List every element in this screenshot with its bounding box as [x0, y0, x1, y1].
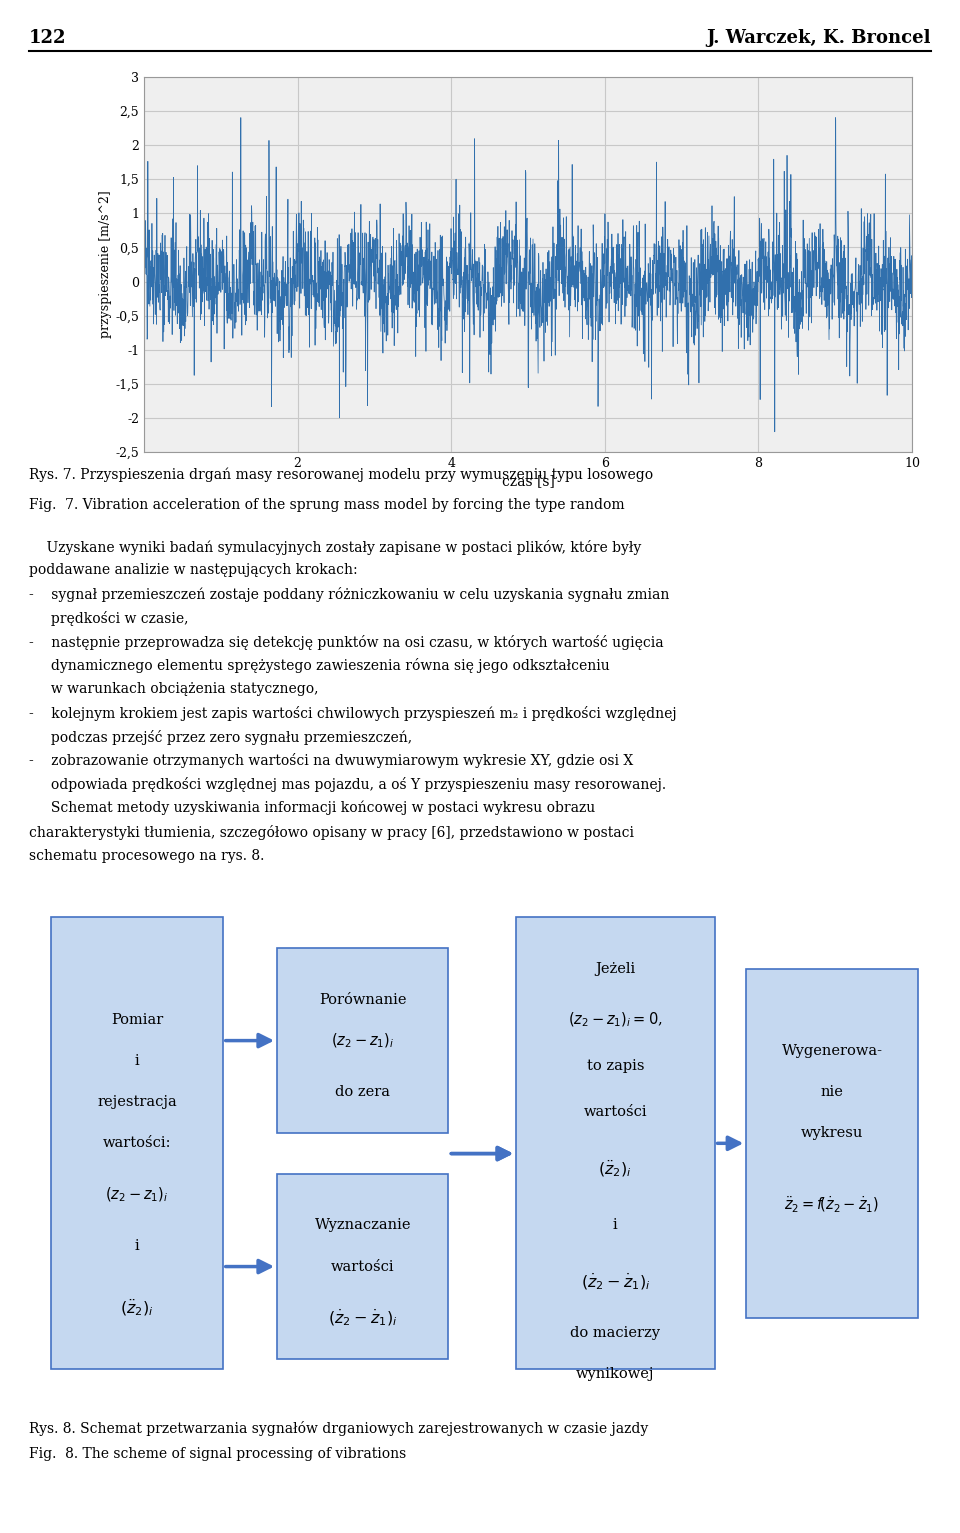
Text: dynamicznego elementu sprężystego zawieszenia równa się jego odkształceniu: dynamicznego elementu sprężystego zawies… — [29, 659, 610, 673]
Text: $\ddot{z}_2 = f\!\left(\dot{z}_2 - \dot{z}_1\right)$: $\ddot{z}_2 = f\!\left(\dot{z}_2 - \dot{… — [784, 1194, 879, 1216]
Text: schematu procesowego na rys. 8.: schematu procesowego na rys. 8. — [29, 849, 264, 863]
Text: Wyznaczanie: Wyznaczanie — [315, 1219, 411, 1233]
Text: Fig.  8. The scheme of signal processing of vibrations: Fig. 8. The scheme of signal processing … — [29, 1447, 406, 1461]
Text: i: i — [134, 1055, 139, 1069]
Text: Rys. 8. Schemat przetwarzania sygnałów drganiowych zarejestrowanych w czasie jaz: Rys. 8. Schemat przetwarzania sygnałów d… — [29, 1421, 648, 1436]
Text: podczas przejść przez zero sygnału przemieszczeń,: podczas przejść przez zero sygnału przem… — [29, 730, 412, 745]
Text: -    sygnał przemieszczeń zostaje poddany różniczkowaniu w celu uzyskania sygnał: - sygnał przemieszczeń zostaje poddany r… — [29, 587, 669, 602]
Text: Wygenerowa-: Wygenerowa- — [781, 1044, 882, 1058]
Text: $\left(\ddot{z}_2\right)_i$: $\left(\ddot{z}_2\right)_i$ — [598, 1159, 633, 1179]
FancyBboxPatch shape — [276, 1174, 448, 1360]
Text: prędkości w czasie,: prędkości w czasie, — [29, 610, 188, 625]
Text: Fig.  7. Vibration acceleration of the sprung mass model by forcing the type ran: Fig. 7. Vibration acceleration of the sp… — [29, 498, 624, 512]
FancyBboxPatch shape — [746, 969, 918, 1318]
Text: $(\dot{z}_2 - \dot{z}_1)_i$: $(\dot{z}_2 - \dot{z}_1)_i$ — [328, 1308, 397, 1328]
Text: Porównanie: Porównanie — [319, 992, 406, 1007]
Text: -    następnie przeprowadza się detekcję punktów na osi czasu, w których wartość: - następnie przeprowadza się detekcję pu… — [29, 635, 663, 650]
Text: rejestracja: rejestracja — [97, 1095, 177, 1110]
Y-axis label: przyspieszenie [m/s^2]: przyspieszenie [m/s^2] — [100, 190, 112, 339]
Text: -    zobrazowanie otrzymanych wartości na dwuwymiarowym wykresie XY, gdzie osi X: - zobrazowanie otrzymanych wartości na d… — [29, 754, 633, 768]
Text: charakterystyki tłumienia, szczegółowo opisany w pracy [6], przedstawiono w post: charakterystyki tłumienia, szczegółowo o… — [29, 825, 634, 840]
Text: 122: 122 — [29, 29, 66, 48]
FancyBboxPatch shape — [52, 917, 223, 1369]
Text: Rys. 7. Przyspieszenia drgań masy resorowanej modelu przy wymuszeniu typu losowe: Rys. 7. Przyspieszenia drgań masy resoro… — [29, 468, 653, 481]
Text: $\left(\ddot{z}_2\right)_i$: $\left(\ddot{z}_2\right)_i$ — [120, 1297, 154, 1318]
Text: wynikowej: wynikowej — [576, 1367, 655, 1381]
Text: w warunkach obciążenia statycznego,: w warunkach obciążenia statycznego, — [29, 682, 319, 696]
FancyBboxPatch shape — [276, 947, 448, 1133]
Text: odpowiada prędkości względnej mas pojazdu, a oś Y przyspieszeniu masy resorowane: odpowiada prędkości względnej mas pojazd… — [29, 777, 666, 793]
Text: $(z_2 - z_1)_i$: $(z_2 - z_1)_i$ — [331, 1032, 395, 1050]
Text: $(z_2 - z_1)_i$: $(z_2 - z_1)_i$ — [106, 1185, 169, 1203]
Text: $(\dot{z}_2 - \dot{z}_1)_i$: $(\dot{z}_2 - \dot{z}_1)_i$ — [581, 1272, 650, 1292]
Text: to zapis: to zapis — [587, 1059, 644, 1073]
Text: wartości: wartości — [331, 1260, 395, 1274]
Text: do macierzy: do macierzy — [570, 1326, 660, 1340]
Text: nie: nie — [821, 1085, 844, 1099]
Text: -    kolejnym krokiem jest zapis wartości chwilowych przyspieszeń m₂ i prędkości: - kolejnym krokiem jest zapis wartości c… — [29, 705, 677, 721]
Text: wartości:: wartości: — [103, 1136, 171, 1150]
Text: poddawane analizie w następujących krokach:: poddawane analizie w następujących kroka… — [29, 564, 357, 578]
Text: wykresu: wykresu — [801, 1127, 863, 1141]
Text: Uzyskane wyniki badań symulacyjnych zostały zapisane w postaci plików, które był: Uzyskane wyniki badań symulacyjnych zost… — [29, 540, 641, 555]
Text: Pomiar: Pomiar — [111, 1013, 163, 1027]
Text: Schemat metody uzyskiwania informacji końcowej w postaci wykresu obrazu: Schemat metody uzyskiwania informacji ko… — [29, 800, 595, 816]
Text: wartości: wartości — [584, 1105, 647, 1119]
Text: $(z_2 - z_1)_i = 0$,: $(z_2 - z_1)_i = 0$, — [568, 1010, 662, 1029]
FancyBboxPatch shape — [516, 917, 714, 1369]
Text: J. Warczek, K. Broncel: J. Warczek, K. Broncel — [707, 29, 931, 48]
Text: Jeżeli: Jeżeli — [595, 961, 636, 975]
Text: i: i — [134, 1239, 139, 1252]
Text: i: i — [613, 1219, 617, 1233]
X-axis label: czas [s]: czas [s] — [501, 474, 555, 489]
Text: do zera: do zera — [335, 1085, 390, 1099]
